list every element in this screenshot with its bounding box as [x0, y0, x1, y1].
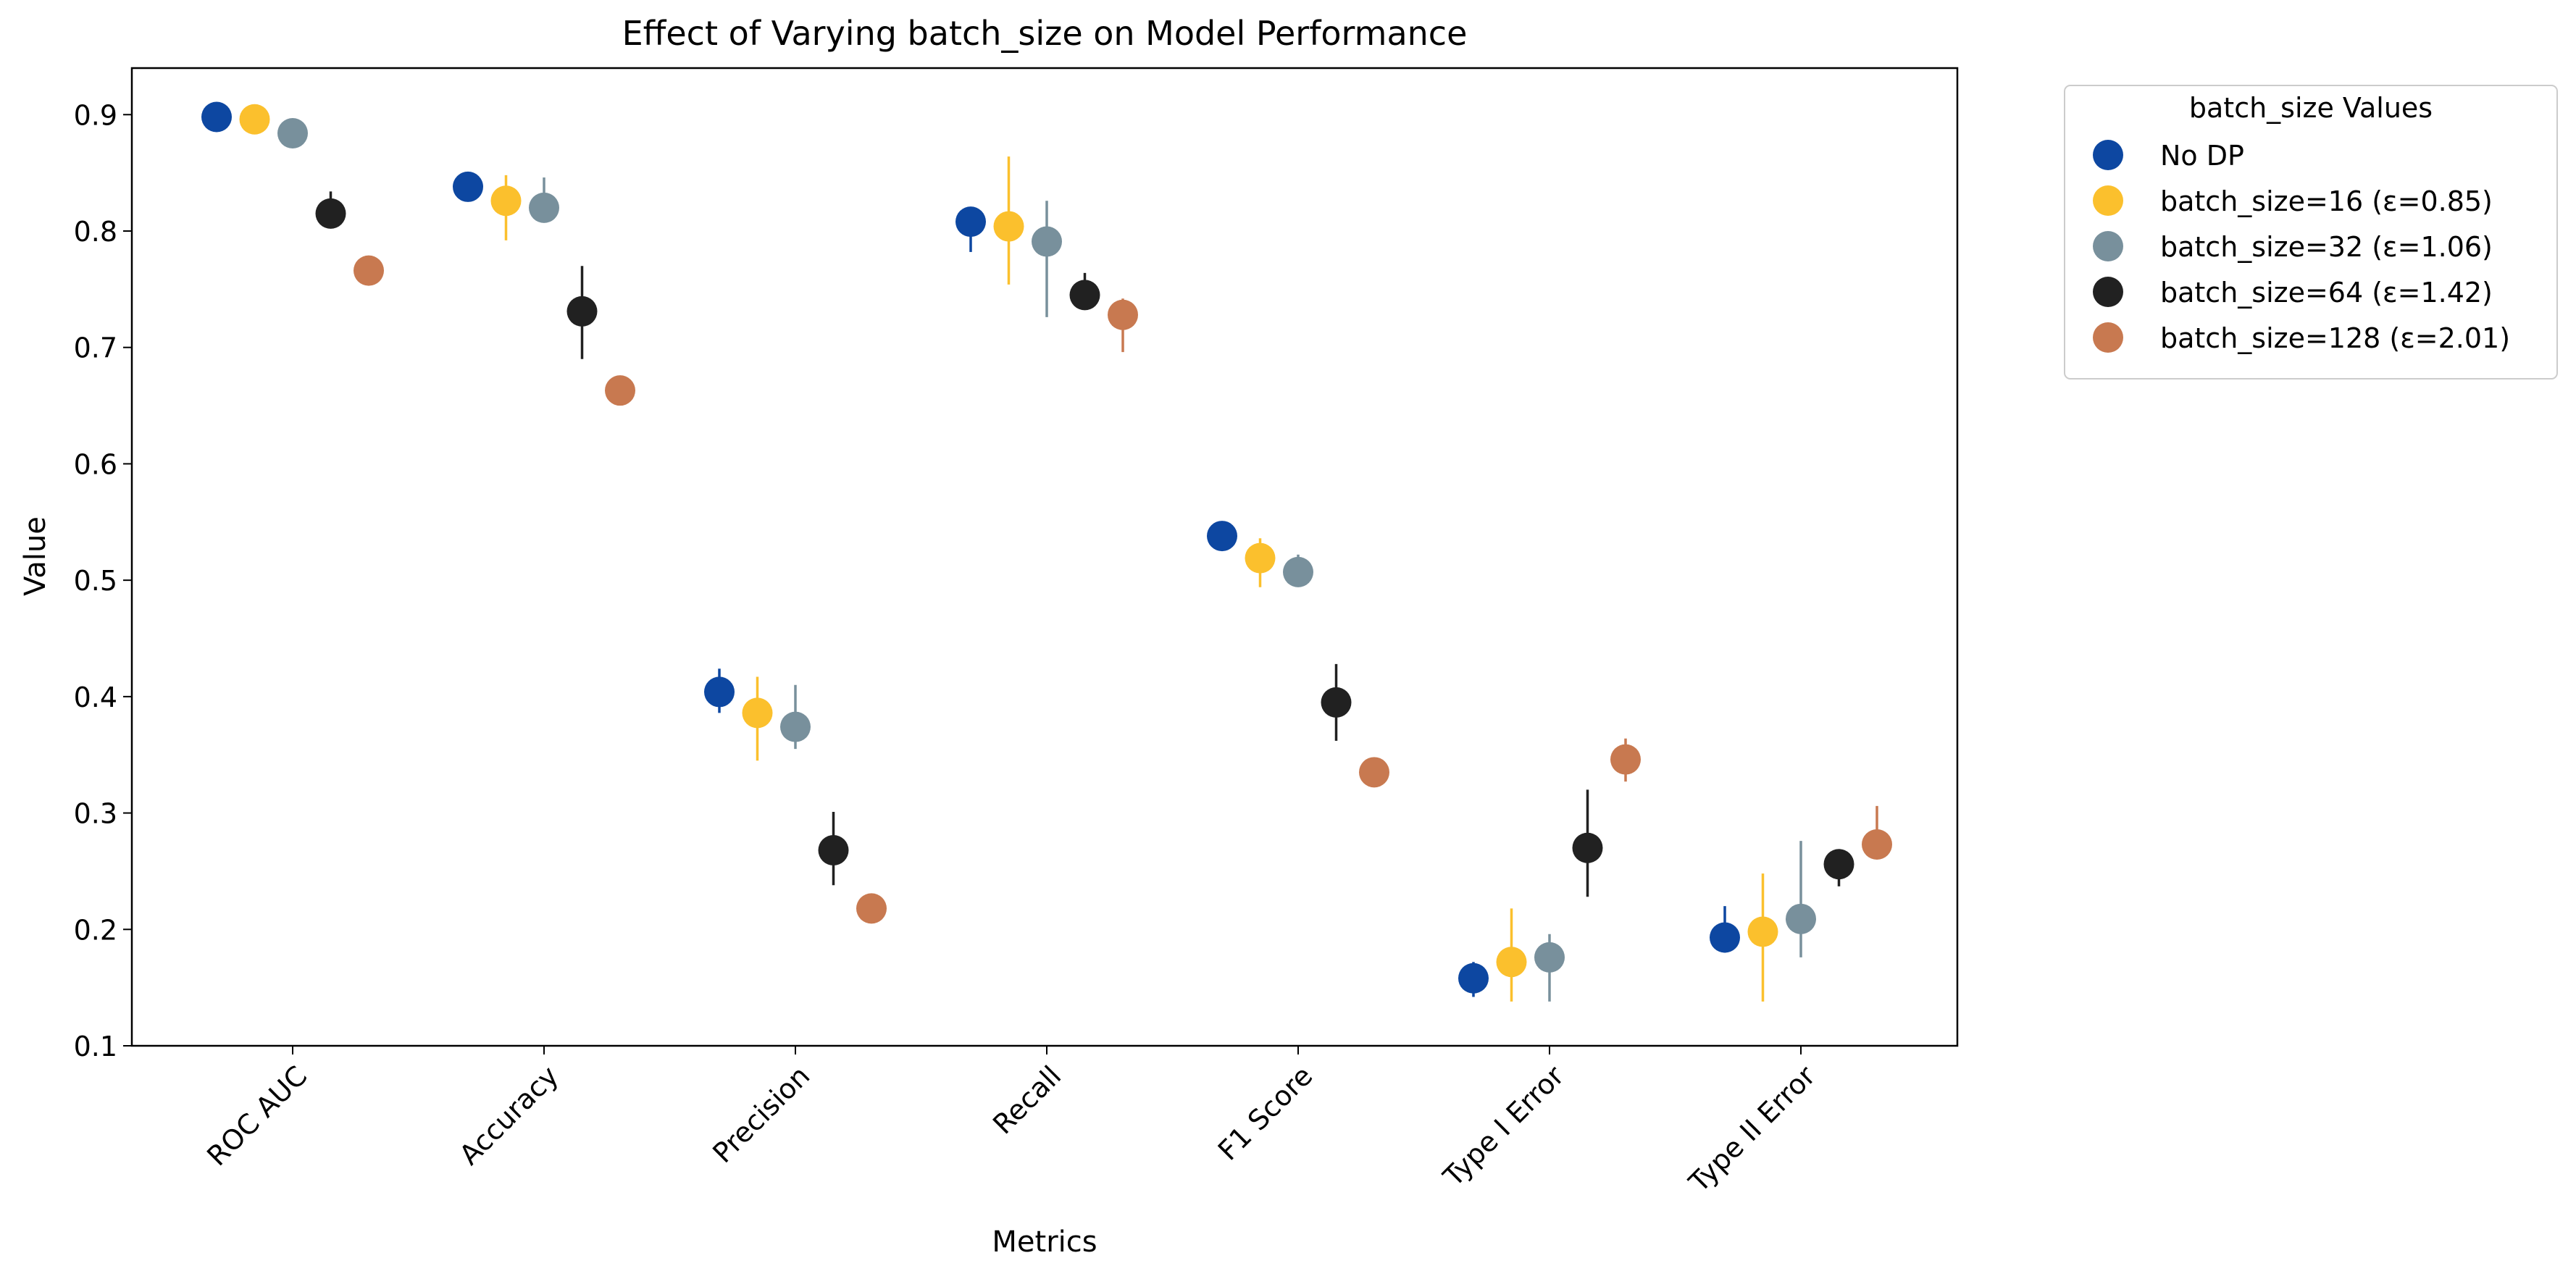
legend-marker [2093, 231, 2123, 261]
legend-label: batch_size=128 (ε=2.01) [2160, 322, 2510, 354]
data-point [201, 101, 232, 133]
data-point [605, 375, 635, 406]
y-tick-label: 0.8 [74, 216, 117, 248]
data-point [955, 206, 986, 238]
data-point [993, 211, 1024, 242]
legend: batch_size Values No DP batch_size=16 (ε=0… [2064, 85, 2558, 379]
legend-label: batch_size=64 (ε=1.42) [2160, 277, 2493, 309]
y-tick-label: 0.3 [74, 798, 117, 830]
legend-box [2064, 85, 2558, 379]
y-tick-label: 0.4 [74, 682, 117, 713]
data-point [490, 185, 522, 217]
y-tick-label: 0.9 [74, 99, 117, 131]
data-point [1207, 521, 1237, 552]
data-point [1321, 687, 1352, 718]
data-point [354, 255, 384, 286]
data-point [277, 118, 308, 148]
data-point [742, 697, 773, 729]
legend-label: No DP [2160, 140, 2244, 172]
data-point [529, 192, 559, 223]
data-point [1862, 829, 1892, 860]
legend-marker [2093, 185, 2123, 216]
axes-frame [130, 67, 1959, 1047]
data-point [1747, 916, 1778, 947]
x-axis-label: Metrics [992, 1225, 1097, 1259]
y-tick-label: 0.6 [74, 448, 117, 480]
data-point [1572, 832, 1603, 863]
data-point [1610, 744, 1641, 775]
y-tick-label: 0.5 [74, 565, 117, 597]
legend-title: batch_size Values [2189, 92, 2433, 124]
data-point [856, 893, 887, 924]
data-point [780, 711, 811, 742]
chart-title: Effect of Varying batch_size on Model Pe… [622, 14, 1468, 53]
data-point [1108, 299, 1138, 330]
data-point [1458, 963, 1489, 994]
y-tick-label: 0.1 [74, 1031, 117, 1062]
data-point [1786, 903, 1816, 934]
data-point [1283, 556, 1313, 587]
data-point [1069, 280, 1100, 311]
data-point [239, 104, 270, 135]
legend-label: batch_size=16 (ε=0.85) [2160, 185, 2493, 217]
data-point [1245, 542, 1276, 574]
data-point [1823, 849, 1854, 880]
data-point [453, 171, 483, 202]
data-point [818, 835, 849, 865]
data-point [315, 198, 346, 229]
y-tick-label: 0.7 [74, 332, 117, 364]
legend-label: batch_size=32 (ε=1.06) [2160, 231, 2493, 263]
data-point [1359, 757, 1389, 788]
legend-marker [2093, 277, 2123, 307]
data-point [1496, 947, 1527, 978]
data-point [1032, 226, 1062, 257]
data-point [1710, 922, 1740, 953]
legend-marker [2093, 140, 2123, 170]
y-tick-label: 0.2 [74, 914, 117, 946]
y-axis-label: Value [19, 516, 52, 596]
legend-marker [2093, 322, 2123, 353]
data-point [704, 676, 735, 708]
data-point [566, 295, 598, 327]
data-point [1534, 942, 1565, 973]
